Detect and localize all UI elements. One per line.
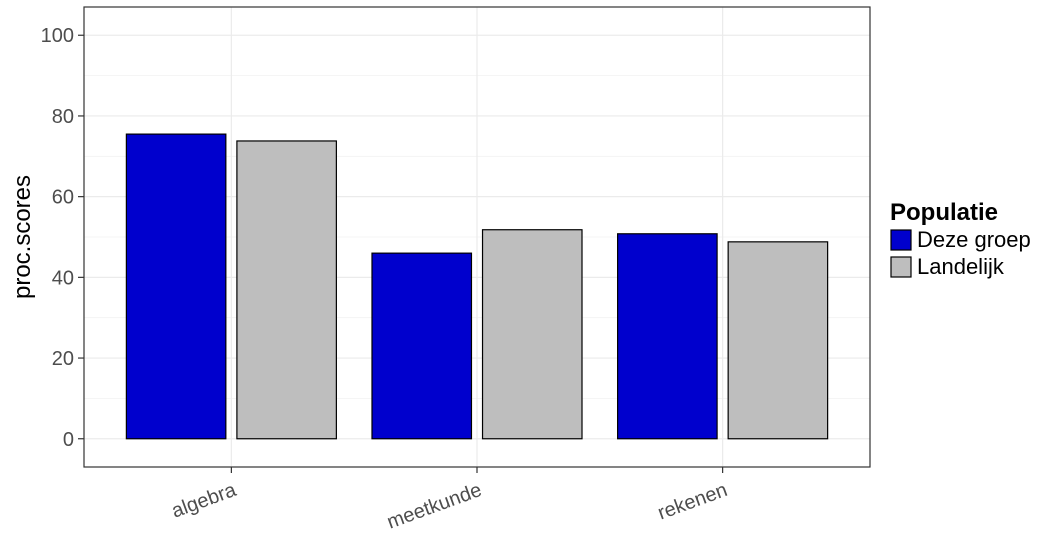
legend-label-deze-groep: Deze groep: [917, 227, 1031, 252]
bar-algebra-deze-groep: [125, 133, 227, 440]
legend-label-landelijk: Landelijk: [917, 254, 1005, 279]
bar-meetkunde-deze-groep: [371, 252, 473, 440]
y-axis-title: proc.scores: [9, 175, 36, 299]
bar-meetkunde-landelijk: [481, 229, 583, 440]
y-tick-label: 60: [52, 187, 74, 209]
y-tick-label: 80: [52, 106, 74, 128]
legend-swatch-deze-groep: [890, 229, 912, 251]
y-tick-label: 40: [52, 267, 74, 289]
x-tick-label-algebra: algebra: [169, 479, 240, 523]
y-axis: 0 20 40 60 80 100: [41, 25, 84, 451]
y-tick-label: 100: [41, 25, 74, 47]
bar-rekenen-landelijk: [727, 241, 829, 440]
bar-algebra-landelijk: [236, 140, 337, 440]
bar-rekenen-deze-groep: [617, 233, 718, 440]
legend-title: Populatie: [890, 199, 998, 226]
x-tick-label-meetkunde: meetkunde: [384, 479, 485, 534]
x-axis: algebra meetkunde rekenen: [169, 467, 730, 534]
x-tick-label-rekenen: rekenen: [655, 479, 730, 524]
y-tick-label: 20: [52, 348, 74, 370]
bars: [125, 133, 829, 440]
y-tick-label: 0: [63, 429, 74, 451]
legend-swatch-landelijk: [890, 256, 912, 278]
